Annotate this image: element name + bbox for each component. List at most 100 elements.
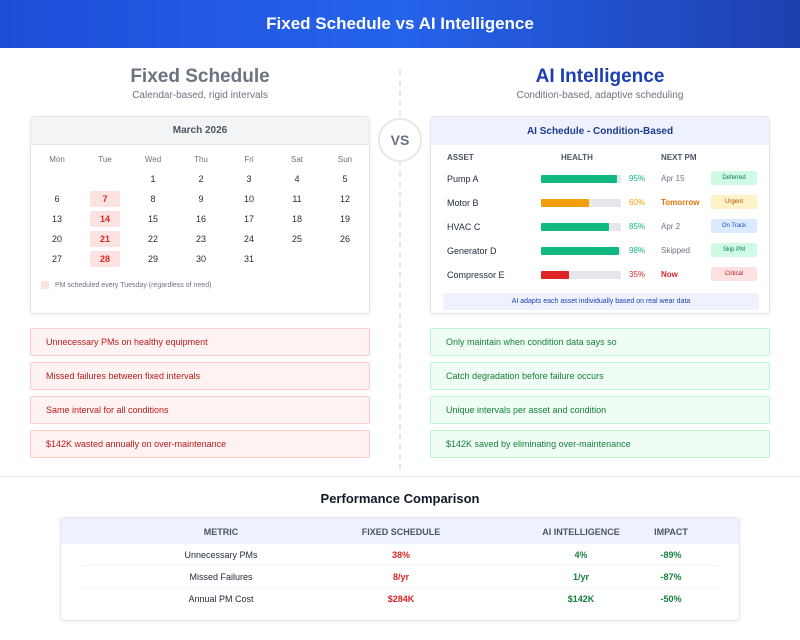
calendar-day: 16 <box>195 214 206 224</box>
asset-name: HVAC C <box>447 222 481 232</box>
calendar-day: 19 <box>339 214 350 224</box>
performance-title: Performance Comparison <box>320 491 480 506</box>
calendar-day: 8 <box>150 194 156 204</box>
table-row: Missed Failures 8/yr 1/yr -87% <box>81 566 719 588</box>
health-bar-fill <box>541 223 609 231</box>
metric-name: Unnecessary PMs <box>184 550 258 560</box>
header-fixed: FIXED SCHEDULE <box>361 527 441 537</box>
benefit-item: Catch degradation before failure occurs <box>430 362 770 390</box>
calendar-day: 29 <box>147 254 158 264</box>
calendar-day: 31 <box>243 254 254 264</box>
status-badge: Urgent <box>711 195 757 209</box>
pm-day: 14 <box>90 211 120 227</box>
calendar-day: 6 <box>54 194 60 204</box>
calendar-day: 2 <box>198 174 204 184</box>
calendar-day: 23 <box>195 234 206 244</box>
ai-value: 4% <box>574 550 588 560</box>
asset-name: Motor B <box>447 198 479 208</box>
next-pm: Now <box>661 270 678 279</box>
health-bar-fill <box>541 247 620 255</box>
asset-name: Pump A <box>447 174 479 184</box>
calendar-day-pm: 28 <box>81 251 129 267</box>
calendar-day: 3 <box>246 174 252 184</box>
header-metric: METRIC <box>203 527 239 537</box>
fixed-value: 8/yr <box>392 572 409 582</box>
calendar-dow: Fri <box>244 154 254 164</box>
benefit-item: $142K saved by eliminating over-maintena… <box>430 430 770 458</box>
ai-value: 1/yr <box>572 572 589 582</box>
calendar-day: 25 <box>291 234 302 244</box>
header-ai: AI INTELLIGENCE <box>542 527 620 537</box>
asset-name: Generator D <box>447 246 497 256</box>
health-bar-track <box>541 175 621 183</box>
legend-text: PM scheduled every Tuesday (regardless o… <box>55 281 212 289</box>
asset-row: Compressor E 35% Now Critical <box>447 265 767 285</box>
calendar-dow: Thu <box>194 154 208 164</box>
calendar-day: 11 <box>292 194 302 204</box>
calendar-day-pm: 7 <box>81 191 129 207</box>
calendar-day: 24 <box>243 234 254 244</box>
ai-schedule-card: AI Schedule - Condition-Based ASSET HEAL… <box>430 116 770 314</box>
vs-badge: VS <box>378 118 422 162</box>
calendar-month: March 2026 <box>31 117 369 145</box>
calendar-day: 18 <box>291 214 302 224</box>
next-pm: Tomorrow <box>661 198 700 207</box>
section-separator <box>0 476 800 477</box>
calendar-day: 27 <box>51 254 62 264</box>
calendar-card: March 2026 Mon Tue Wed Thu Fri Sat Sun 1 2 3 4 5 6 7 8… <box>30 116 370 314</box>
asset-row: HVAC C 85% Apr 2 On Track <box>447 217 767 237</box>
pm-day: 7 <box>90 191 120 207</box>
asset-row: Motor B 60% Tomorrow Urgent <box>447 193 767 213</box>
page-header: Fixed Schedule vs AI Intelligence <box>0 0 800 48</box>
pm-day: 21 <box>90 231 120 247</box>
health-bar-fill <box>541 271 569 279</box>
col-asset: ASSET <box>447 153 474 162</box>
calendar-legend: PM scheduled every Tuesday (regardless o… <box>41 281 211 289</box>
impact-value: -50% <box>660 594 682 604</box>
next-pm: Skipped <box>661 246 690 255</box>
health-percent: 98% <box>629 246 646 255</box>
impact-value: -89% <box>660 550 682 560</box>
status-badge: Critical <box>711 267 757 281</box>
benefit-item: Unique intervals per asset and condition <box>430 396 770 424</box>
performance-table: METRIC FIXED SCHEDULE AI INTELLIGENCE IM… <box>60 517 740 621</box>
benefit-item: Only maintain when condition data says s… <box>430 328 770 356</box>
fixed-value: $284K <box>387 594 415 604</box>
col-next-pm: NEXT PM <box>661 153 697 162</box>
drawback-item: Same interval for all conditions <box>30 396 370 424</box>
col-health: HEALTH <box>561 153 593 162</box>
page-title: Fixed Schedule vs AI Intelligence <box>266 14 534 33</box>
calendar-day: 13 <box>51 214 62 224</box>
drawback-item: Missed failures between fixed intervals <box>30 362 370 390</box>
impact-value: -87% <box>660 572 682 582</box>
health-percent: 95% <box>629 174 646 183</box>
calendar-day: 30 <box>195 254 206 264</box>
health-percent: 35% <box>629 270 646 279</box>
drawback-item: Unnecessary PMs on healthy equipment <box>30 328 370 356</box>
calendar-day: 4 <box>294 174 300 184</box>
calendar-day-pm: 21 <box>81 231 129 247</box>
health-bar-track <box>541 247 621 255</box>
calendar-dow: Tue <box>98 154 112 164</box>
calendar-day: 1 <box>150 174 156 184</box>
calendar-day: 12 <box>339 194 350 204</box>
calendar-dow: Sat <box>290 154 303 164</box>
status-badge: Skip PM <box>711 243 757 257</box>
calendar-dow: Mon <box>49 154 65 164</box>
calendar-grid: Mon Tue Wed Thu Fri Sat Sun 1 2 3 4 5 6 7 8 9 10 11 12 13 14… <box>33 149 369 269</box>
next-pm: Apr 15 <box>661 174 685 183</box>
legend-swatch <box>41 281 49 289</box>
health-bar-fill <box>541 199 589 207</box>
calendar-day: 17 <box>243 214 254 224</box>
calendar-week: 27 28 29 30 31 <box>33 249 369 269</box>
table-row: Annual PM Cost $284K $142K -50% <box>81 588 719 610</box>
health-bar-fill <box>541 175 617 183</box>
calendar-day: 22 <box>147 234 158 244</box>
health-bar-track <box>541 271 621 279</box>
drawback-item: $142K wasted annually on over-maintenanc… <box>30 430 370 458</box>
status-badge: Deferred <box>711 171 757 185</box>
calendar-day: 20 <box>51 234 62 244</box>
calendar-day: 15 <box>147 214 158 224</box>
asset-row: Generator D 98% Skipped Skip PM <box>447 241 767 261</box>
calendar-day: 26 <box>339 234 350 244</box>
